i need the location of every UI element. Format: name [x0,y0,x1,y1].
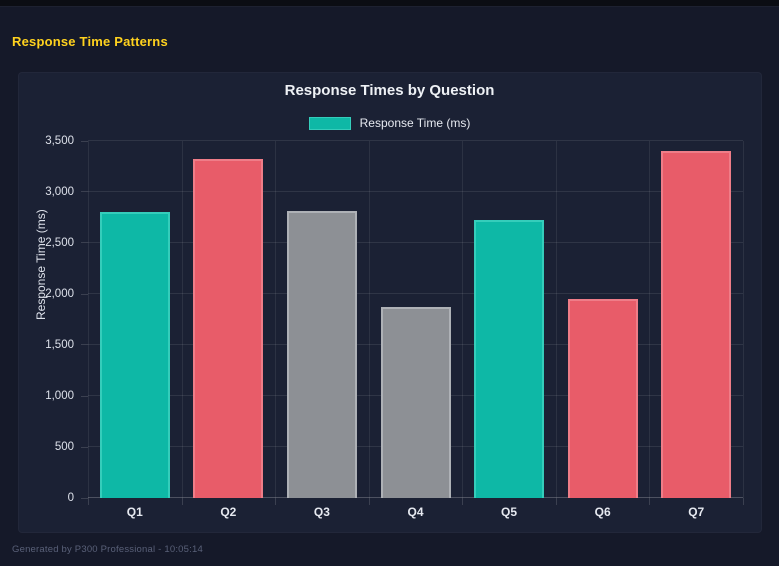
x-tick-mark [275,498,277,505]
x-label-q5: Q5 [501,505,518,519]
bar-q5[interactable] [474,219,545,498]
bar-q3[interactable] [286,211,357,498]
window-top-strip [0,0,779,7]
x-tick-mark [368,498,370,505]
x-gridline [181,141,183,498]
x-tick-mark [462,498,464,505]
y-tick-label: 1,500 [45,339,74,351]
y-axis-ticks: 0 500 1,000 1,500 2,000 2,500 3,000 3,500 [0,135,88,504]
y-tick-label: 2,000 [45,288,74,300]
y-tick-label: 500 [54,441,74,453]
y-tick-mark [81,242,88,244]
x-gridline [275,141,277,498]
bar-q1[interactable] [99,212,170,498]
bar-q6[interactable] [567,299,638,498]
y-tick-label: 3,000 [45,186,74,198]
x-gridline [368,141,370,498]
bar-q7[interactable] [661,151,732,498]
legend-color-swatch [308,116,351,130]
bar-q2[interactable] [193,159,264,498]
y-gridline [88,293,743,294]
legend-label: Response Time (ms) [359,116,471,130]
y-tick-mark [81,395,88,397]
x-gridline [462,141,464,498]
chart-plot-area [88,140,744,505]
chart-legend[interactable]: Response Time (ms) [0,115,779,131]
x-tick-mark [88,498,89,505]
y-tick-mark [81,140,88,142]
y-tick-label: 1,000 [45,390,74,402]
page-title: Response Time Patterns [12,34,168,49]
y-tick-label: 3,500 [45,135,74,147]
y-tick-mark [81,497,88,499]
y-gridline [88,242,743,243]
x-tick-mark [181,498,183,505]
x-label-q2: Q2 [220,505,237,519]
x-tick-mark [555,498,557,505]
x-gridline [555,141,557,498]
chart-title: Response Times by Question [284,82,495,99]
x-gridline [88,141,89,498]
y-tick-mark [81,446,88,448]
y-tick-label: 2,500 [45,237,74,249]
y-tick-mark [81,344,88,346]
x-axis-labels: Q1 Q2 Q3 Q4 Q5 Q6 Q7 [88,505,743,525]
y-tick-mark [81,191,88,193]
x-label-q1: Q1 [126,505,143,519]
x-gridline [743,141,744,498]
x-gridline [649,141,651,498]
x-label-q7: Q7 [688,505,705,519]
y-gridline [88,191,743,192]
y-gridline [88,140,743,141]
x-label-q6: Q6 [594,505,611,519]
y-tick-label: 0 [67,492,74,504]
x-label-q3: Q3 [313,505,330,519]
x-tick-mark [649,498,651,505]
x-tick-mark [743,498,744,505]
footer-status-text: Generated by P300 Professional - 10:05:1… [12,544,203,555]
bar-q4[interactable] [380,307,451,498]
x-label-q4: Q4 [407,505,424,519]
y-tick-mark [81,293,88,295]
